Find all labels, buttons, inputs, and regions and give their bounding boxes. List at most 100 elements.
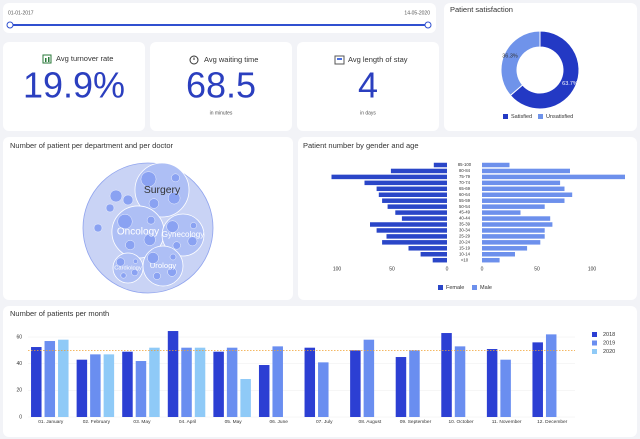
x-tick-label: 12. December [537, 419, 568, 425]
bar [31, 347, 42, 417]
bar [482, 257, 500, 263]
x-tick-label: 06. June [270, 419, 289, 425]
bar [482, 174, 625, 180]
bar [482, 186, 565, 192]
doctor-bubble [168, 191, 181, 205]
bar [376, 228, 447, 233]
doctor-bubble [125, 240, 136, 250]
x-tick-label: 07. July [316, 419, 333, 425]
bar [395, 210, 447, 215]
legend-swatch [472, 285, 477, 290]
x-tick-label: 10. October [449, 419, 474, 425]
doctor-bubble [146, 216, 156, 225]
bar [390, 168, 447, 174]
x-tick-label: 08. August [359, 419, 382, 425]
legend-label: 2020 [603, 349, 615, 355]
x-tick-label: 11. November [492, 419, 522, 425]
chart-title: Patient satisfaction [450, 5, 513, 14]
doctor-bubble [93, 223, 103, 233]
bar [482, 162, 510, 168]
pie-slice [500, 30, 541, 97]
bar [482, 246, 528, 251]
bar [240, 379, 251, 417]
bar [454, 346, 466, 417]
x-tick-label: 100 [588, 266, 597, 272]
bar [370, 222, 447, 227]
y-tick-label: 60-64 [459, 192, 471, 197]
doctor-bubble [147, 252, 159, 264]
bar [408, 246, 447, 251]
bar [363, 339, 375, 417]
date-start: 01-01-2017 [8, 10, 34, 16]
legend-swatch [592, 332, 597, 337]
bar [432, 257, 447, 263]
doctor-bubble [109, 189, 123, 203]
bar [135, 361, 147, 417]
bar [167, 331, 179, 417]
y-tick-label: 35-39 [459, 222, 471, 227]
slider-handle[interactable] [424, 21, 432, 29]
card [150, 42, 292, 131]
y-tick-label: 85-100 [458, 162, 472, 167]
icon [42, 54, 52, 64]
bar [44, 341, 56, 417]
doctor-bubble [105, 203, 115, 213]
bar [226, 347, 238, 417]
y-tick-label: 30-34 [459, 228, 471, 233]
chart-title: Number of patients per month [10, 309, 109, 318]
bar [304, 347, 316, 417]
x-tick-label: 50 [389, 266, 395, 272]
doctor-bubble [131, 269, 139, 277]
bar [482, 204, 545, 209]
bar [318, 362, 329, 417]
legend-label: Satisfied [511, 114, 532, 120]
doctor-bubble [169, 253, 177, 261]
legend-label: 2019 [603, 341, 615, 347]
data-label: 63.7% [562, 81, 578, 87]
bar [258, 365, 270, 417]
legend-swatch [503, 114, 508, 119]
doctor-bubble [117, 214, 133, 230]
doctor-bubble [190, 222, 197, 229]
bar [364, 180, 447, 186]
y-tick-label: 40-44 [459, 216, 471, 221]
doctor-bubble [148, 198, 159, 209]
bubble-label: Gynecology [162, 230, 205, 239]
legend-label: 2018 [603, 332, 615, 338]
y-tick-label: 60 [16, 334, 22, 340]
kpi-value: 68.5 [186, 65, 256, 106]
bar [149, 347, 160, 417]
slider-handle[interactable] [6, 21, 14, 29]
icon [334, 55, 345, 65]
bar [482, 228, 545, 233]
x-tick-label: 03. May [133, 419, 151, 425]
doctor-bubble [166, 220, 179, 233]
bar [350, 350, 361, 417]
doctor-bubble [187, 236, 198, 247]
y-tick-label: 20-24 [459, 239, 471, 244]
card [3, 3, 436, 33]
doctor-bubble [140, 171, 157, 187]
x-tick-label: 02. February [83, 419, 111, 425]
x-tick-label: 100 [333, 266, 342, 272]
legend-swatch [592, 349, 597, 354]
bar [486, 349, 498, 417]
bar [181, 347, 192, 417]
kpi-title: Avg length of stay [348, 55, 408, 64]
doctor-bubble [116, 257, 125, 267]
kpi-title: Avg waiting time [204, 55, 258, 64]
bar [482, 240, 541, 245]
y-tick-label: <10 [461, 257, 469, 262]
bar [482, 210, 521, 215]
bar [420, 252, 447, 257]
bar [331, 174, 447, 180]
legend-label: Female [446, 285, 464, 291]
doctor-bubble [172, 241, 181, 250]
x-tick-label: 09. September [400, 419, 432, 425]
x-tick-label: 01. January [38, 419, 64, 425]
y-tick-label: 55-59 [459, 198, 471, 203]
bar [409, 350, 420, 417]
y-tick-label: 0 [19, 414, 22, 420]
legend-label: Unsatisfied [546, 114, 573, 120]
